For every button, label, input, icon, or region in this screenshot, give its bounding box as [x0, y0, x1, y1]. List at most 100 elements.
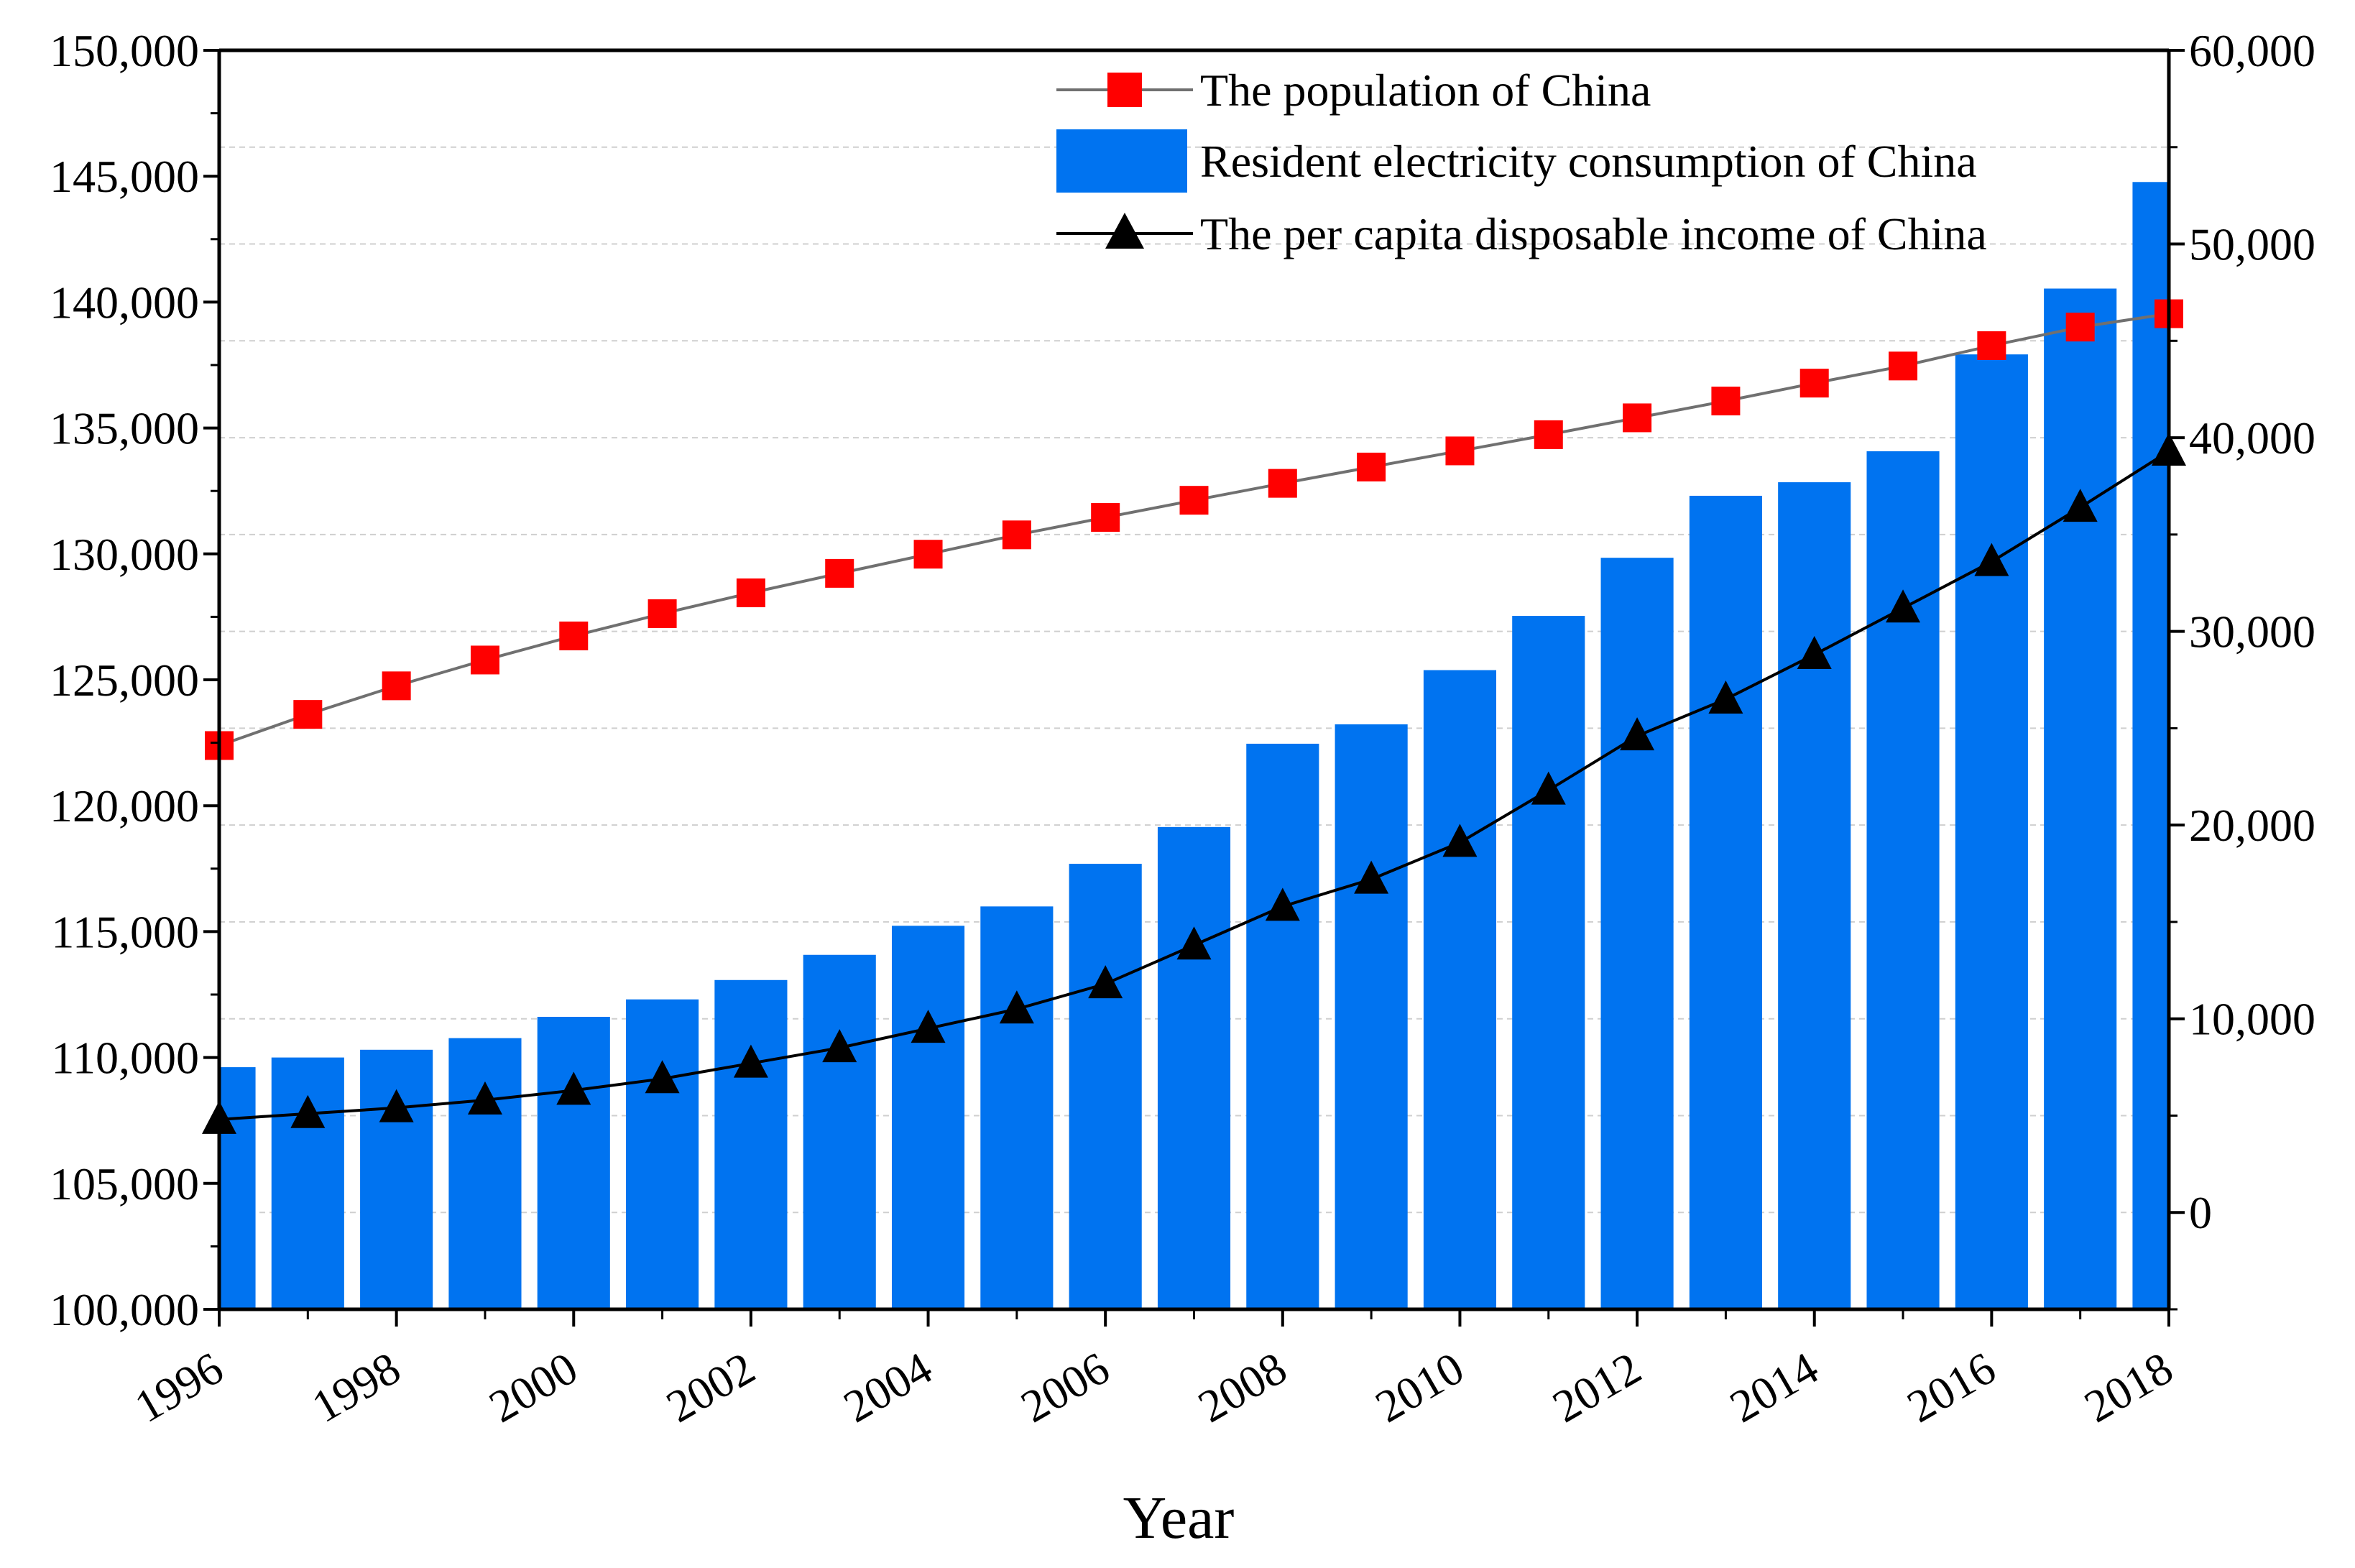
- bar-2002: [714, 979, 788, 1309]
- bar-1998: [360, 1049, 433, 1309]
- point-income-2003: [822, 1029, 857, 1063]
- x-tick-label: 2008: [1189, 1342, 1294, 1432]
- right-axis-ticks: 0 10,000 20,000 30,000 40,000 50,000 60,000: [2169, 25, 2315, 1311]
- point-population-2001: [647, 599, 677, 628]
- x-tick-label: 2012: [1544, 1342, 1649, 1432]
- legend-label-population: The population of China: [1200, 65, 1651, 116]
- right-tick-label: 40,000: [2189, 412, 2315, 464]
- point-income-1999: [467, 1081, 502, 1115]
- point-income-1997: [290, 1094, 326, 1128]
- bar-2006: [1069, 864, 1142, 1309]
- point-population-2009: [1357, 452, 1386, 481]
- legend: The population of China Resident electri…: [1056, 65, 1987, 259]
- bar-2015: [1866, 451, 1940, 1310]
- left-tick-label: 120,000: [50, 780, 199, 831]
- point-population-2007: [1179, 486, 1209, 515]
- point-income-2012: [1620, 717, 1655, 751]
- point-income-2017: [2063, 489, 2098, 522]
- legend-marker-triangle: [1105, 213, 1144, 249]
- point-population-1998: [382, 671, 411, 701]
- right-tick-label: 30,000: [2189, 607, 2315, 658]
- x-tick-label: 2016: [1899, 1342, 2004, 1432]
- point-population-2008: [1268, 469, 1297, 498]
- x-tick-label: 2004: [835, 1342, 940, 1432]
- point-population-1997: [293, 700, 323, 729]
- x-tick-label: 1996: [126, 1342, 231, 1432]
- left-tick-label: 130,000: [50, 529, 199, 580]
- legend-label-income: The per capita disposable income of Chin…: [1200, 208, 1987, 259]
- legend-item-income: The per capita disposable income of Chin…: [1056, 208, 1987, 259]
- left-tick-label: 135,000: [50, 403, 199, 454]
- left-tick-label: 110,000: [51, 1033, 199, 1084]
- bar-2001: [626, 999, 699, 1309]
- point-income-2000: [556, 1071, 591, 1105]
- left-tick-label: 115,000: [51, 906, 199, 957]
- x-tick-label: 2002: [658, 1342, 763, 1432]
- point-income-2004: [911, 1010, 946, 1043]
- bar-2017: [2044, 288, 2117, 1309]
- point-income-2006: [1088, 965, 1123, 999]
- bar-series-electricity: [219, 182, 2169, 1310]
- point-income-2002: [733, 1044, 768, 1078]
- legend-marker-square: [1107, 73, 1142, 107]
- legend-marker-bar: [1056, 129, 1187, 193]
- point-population-2006: [1091, 503, 1120, 532]
- point-income-2007: [1176, 926, 1212, 960]
- x-tick-label: 2014: [1721, 1342, 1826, 1432]
- bar-1996: [219, 1067, 256, 1309]
- bar-2010: [1423, 670, 1497, 1309]
- point-income-2014: [1797, 635, 1832, 669]
- left-tick-label: 150,000: [50, 25, 199, 76]
- bar-2003: [803, 954, 876, 1309]
- bar-2007: [1157, 826, 1231, 1309]
- point-population-2000: [559, 621, 589, 650]
- point-population-2012: [1623, 403, 1652, 433]
- point-population-2013: [1711, 387, 1741, 416]
- right-tick-label: 60,000: [2189, 25, 2315, 76]
- right-tick-label: 20,000: [2189, 800, 2315, 851]
- bar-2012: [1600, 558, 1674, 1309]
- point-population-2015: [1889, 351, 1918, 381]
- point-income-2009: [1354, 860, 1389, 894]
- right-tick-label: 50,000: [2189, 219, 2315, 270]
- bar-2009: [1335, 724, 1408, 1309]
- bar-1999: [448, 1038, 522, 1309]
- point-income-2011: [1531, 771, 1566, 805]
- point-population-2014: [1799, 369, 1829, 398]
- point-income-2013: [1708, 680, 1743, 714]
- right-tick-label: 0: [2189, 1187, 2212, 1238]
- point-population-2005: [1002, 520, 1031, 550]
- point-income-2015: [1886, 589, 1921, 623]
- point-population-2003: [825, 558, 854, 588]
- bar-2016: [1955, 354, 2028, 1309]
- point-income-2001: [645, 1060, 680, 1094]
- line-series-income: [202, 432, 2186, 1134]
- legend-item-electricity: Resident electricity consumption of Chin…: [1056, 129, 1977, 193]
- point-income-2008: [1265, 887, 1300, 921]
- left-tick-label: 145,000: [50, 151, 199, 202]
- point-income-1998: [379, 1089, 414, 1122]
- point-income-2016: [1974, 543, 2009, 576]
- point-population-2002: [736, 578, 765, 608]
- bar-2008: [1246, 743, 1319, 1309]
- left-tick-label: 125,000: [50, 655, 199, 706]
- x-tick-label: 2000: [481, 1342, 586, 1432]
- x-tick-label: 2006: [1013, 1342, 1117, 1432]
- point-population-2004: [913, 540, 943, 569]
- bar-2011: [1512, 616, 1585, 1309]
- left-tick-label: 140,000: [50, 277, 199, 328]
- left-tick-label: 105,000: [50, 1158, 199, 1209]
- point-population-1999: [470, 645, 499, 675]
- left-axis-ticks: 100,000 105,000 110,000 115,000 120,000 125,0…: [50, 25, 219, 1335]
- x-tick-label: 1998: [303, 1342, 408, 1432]
- x-tick-label: 2010: [1367, 1342, 1472, 1432]
- x-tick-label: 2018: [2076, 1342, 2181, 1432]
- left-tick-label: 100,000: [50, 1284, 199, 1335]
- point-income-2005: [999, 990, 1034, 1024]
- bar-2000: [537, 1016, 610, 1309]
- bar-2005: [980, 906, 1054, 1309]
- right-tick-label: 10,000: [2189, 994, 2315, 1045]
- bar-2018: [2132, 182, 2169, 1310]
- point-income-2010: [1442, 824, 1478, 857]
